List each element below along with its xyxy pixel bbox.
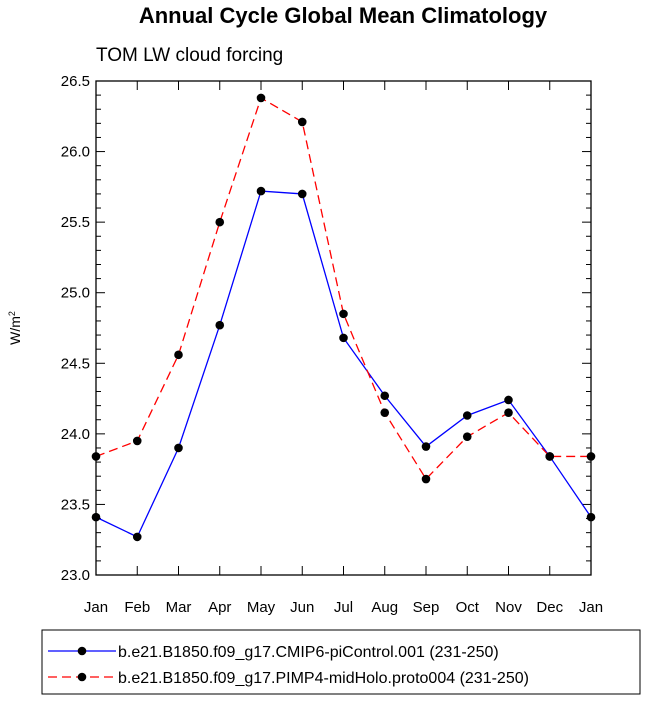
series-2-point xyxy=(256,93,266,103)
series-2-point xyxy=(421,474,431,484)
x-tick-label: Sep xyxy=(413,599,440,616)
series-2-point xyxy=(91,452,101,461)
series-2-point xyxy=(339,309,348,319)
x-tick-label: May xyxy=(247,599,276,616)
series-2-point xyxy=(462,432,472,441)
series-2-point xyxy=(545,452,555,461)
y-tick-label: 26.5 xyxy=(61,73,90,90)
series-line-2 xyxy=(95,96,591,481)
series-2-point xyxy=(215,217,225,227)
y-axis-label-superscript: 2 xyxy=(7,311,17,316)
legend-label-2: b.e21.B1850.f09_g17.PIMP4-midHolo.proto0… xyxy=(118,670,529,687)
series-2-point xyxy=(380,408,390,417)
series-2-point xyxy=(504,408,513,417)
series-2-point xyxy=(174,350,183,360)
series-1-point xyxy=(132,532,142,542)
x-tick-label: Feb xyxy=(124,599,150,616)
series-2-point xyxy=(132,436,142,446)
plot-area: 23.0 23.5 24.0 24.5 25.0 25.5 26.0 26.5 Jan Feb Ma… xyxy=(61,73,603,616)
x-tick-label: Jan xyxy=(84,599,108,616)
series-2-point xyxy=(297,117,307,127)
x-tick-label: Jun xyxy=(290,599,314,616)
series-1-point xyxy=(462,411,472,420)
series-1-point xyxy=(339,333,348,343)
y-tick-label: 25.0 xyxy=(61,285,90,302)
legend: b.e21.B1850.f09_g17.CMIP6-piControl.001 … xyxy=(48,644,529,687)
series-1-point xyxy=(380,391,390,401)
series-1-point xyxy=(215,320,225,330)
chart-subtitle: TOM LW cloud forcing xyxy=(96,45,283,66)
y-tick-label: 23.5 xyxy=(61,496,90,513)
y-tick-label: 24.0 xyxy=(61,426,90,443)
legend-box xyxy=(41,629,641,695)
series-1-point xyxy=(586,512,596,522)
y-tick-label: 23.0 xyxy=(61,567,90,584)
plot-frame xyxy=(95,80,592,576)
x-tick-label: Aug xyxy=(371,599,398,616)
series-1-point xyxy=(504,395,513,405)
x-tick-label: Oct xyxy=(456,599,480,616)
x-tick-label: Mar xyxy=(166,599,192,616)
series-line-1 xyxy=(95,190,592,538)
y-tick-label: 25.5 xyxy=(61,214,90,231)
legend-marker-2 xyxy=(77,672,87,682)
y-tick-label: 26.0 xyxy=(61,144,90,161)
series-1-point xyxy=(174,443,183,453)
y-axis-label: W/m2 xyxy=(7,311,23,345)
x-tick-label: Jan xyxy=(579,599,603,616)
x-tick-label: Apr xyxy=(208,599,231,616)
x-tick-label: Nov xyxy=(495,599,522,616)
series-1-point xyxy=(421,442,431,451)
series-1-point xyxy=(256,186,266,196)
x-tick-label: Dec xyxy=(536,599,563,616)
x-tick-label: Jul xyxy=(334,599,353,616)
series-1-point xyxy=(91,512,101,522)
series-2-point xyxy=(586,452,596,461)
y-axis-label-text: W/m xyxy=(7,316,23,345)
legend-label-1: b.e21.B1850.f09_g17.CMIP6-piControl.001 … xyxy=(118,644,499,661)
legend-marker-1 xyxy=(77,646,87,656)
series-1-point xyxy=(297,189,307,199)
y-tick-label: 24.5 xyxy=(61,355,90,372)
chart-title: Annual Cycle Global Mean Climatology xyxy=(139,3,548,28)
